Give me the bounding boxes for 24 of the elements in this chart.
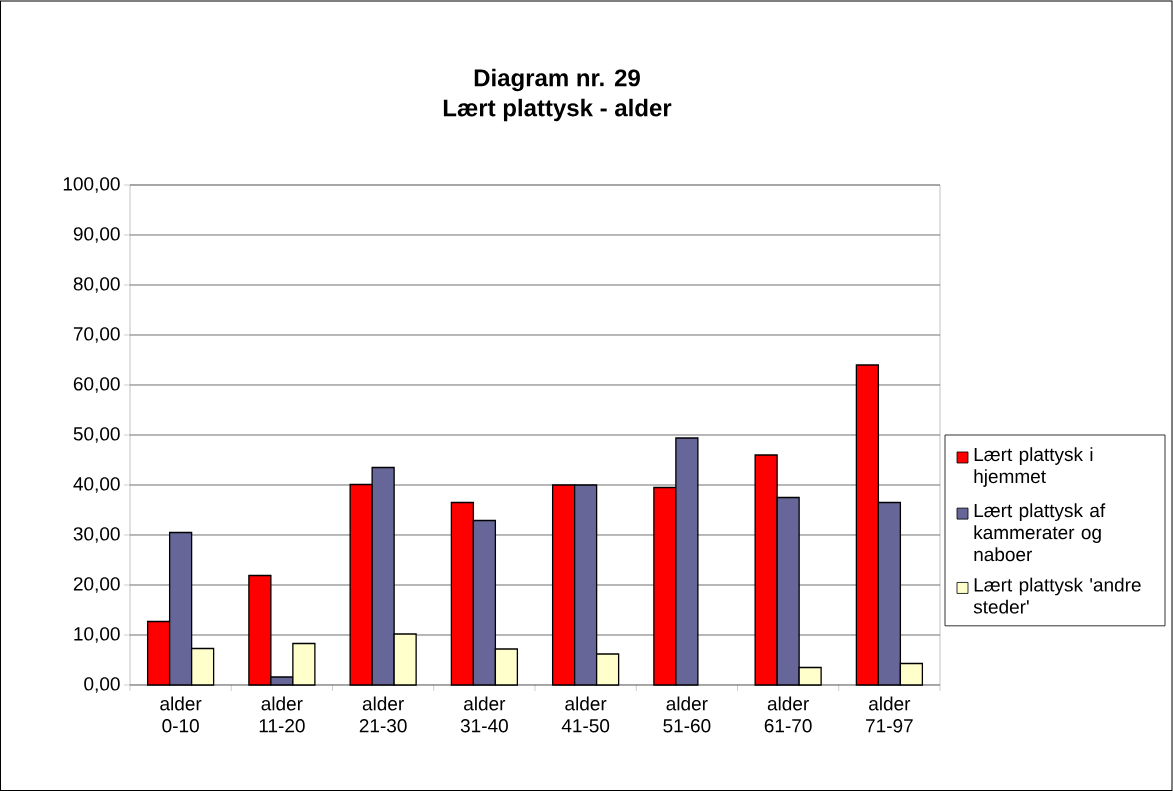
x-tick-label: alder 0-10 [160,696,202,733]
chart-subtitle: Lært plattysk - alder [443,98,672,122]
y-tick-label: 60,00 [73,377,120,393]
y-tick-label: 50,00 [73,427,120,443]
y-tick-label: 70,00 [73,327,120,343]
y-tick-label: 40,00 [73,477,120,493]
x-tick-label: alder 51-60 [663,696,711,733]
x-tick-label: alder 61-70 [764,696,812,733]
y-tick-label: 80,00 [73,277,120,293]
legend-label: Lært plattysk af kammerater og naboer [974,503,1106,562]
x-tick-label: alder 71-97 [866,696,913,733]
y-tick-label: 0,00 [84,677,120,693]
y-tick-label: 30,00 [73,527,120,543]
x-tick-label: alder 41-50 [561,696,610,733]
legend-label: Lært plattysk 'andre steder' [973,577,1141,614]
y-tick-label: 90,00 [73,227,120,243]
y-tick-label: 100,00 [63,177,120,193]
x-tick-label: alder 11-20 [259,696,305,733]
y-tick-label: 10,00 [74,627,120,643]
chart-title: Diagram nr. 29 [474,68,640,92]
y-tick-label: 20,00 [73,577,120,593]
x-tick-label: alder 31-40 [460,696,508,733]
legend-label: Lært plattysk i hjemmet [974,447,1093,487]
x-tick-label: alder 21-30 [359,696,407,733]
